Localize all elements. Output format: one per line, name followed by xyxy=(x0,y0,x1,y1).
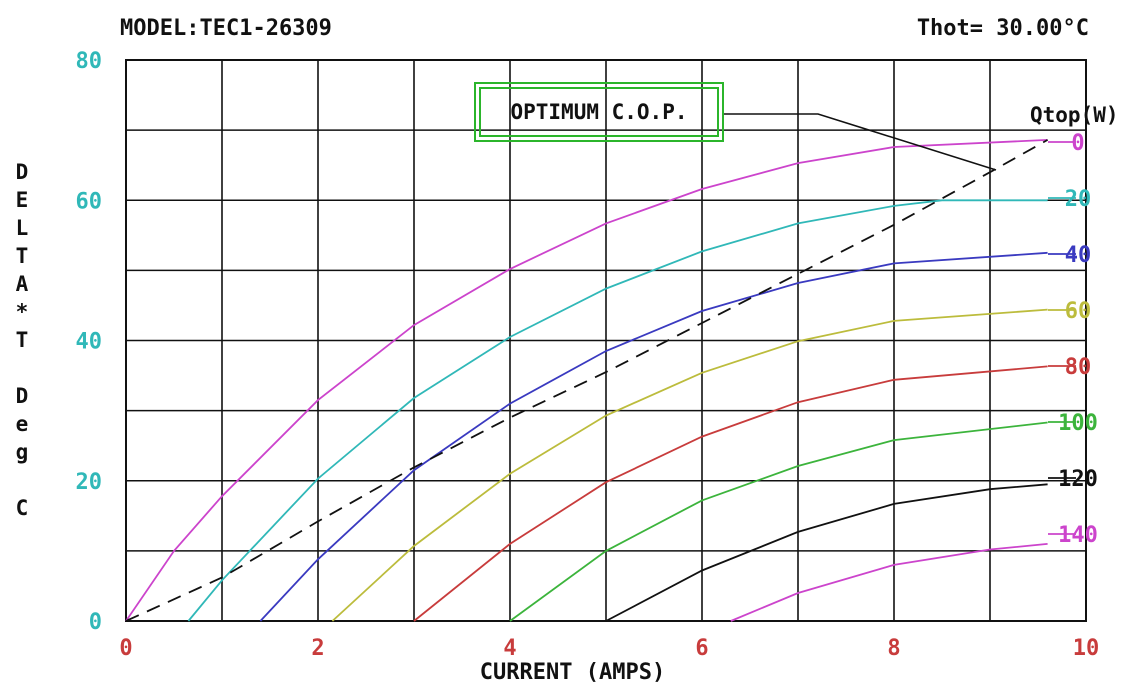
optimum-cop-box: OPTIMUM C.O.P. xyxy=(474,82,724,142)
legend-label-qtop: 60 xyxy=(1065,299,1092,324)
series-line-qtop-0 xyxy=(125,139,1048,622)
y-axis-label-char: A xyxy=(15,272,29,296)
y-tick-label: 0 xyxy=(89,610,102,635)
legend-layer: 0 20 40 60 80 100 120 140 xyxy=(1048,131,1098,548)
y-axis-label-char: L xyxy=(15,216,29,240)
y-axis-label-char: T xyxy=(15,328,29,352)
series-layer xyxy=(125,139,1048,622)
y-tick-label: 80 xyxy=(76,49,103,74)
y-tick-label: 40 xyxy=(76,330,103,355)
y-axis-label-char: C xyxy=(15,496,29,520)
optimum-cop-line xyxy=(125,139,1049,622)
series-line-qtop-60 xyxy=(331,308,1048,622)
legend-title: Qtop(W) xyxy=(1030,103,1119,127)
model-label: MODEL:TEC1-26309 xyxy=(120,16,332,41)
y-axis-label-char: D xyxy=(15,384,29,408)
y-axis-label-char: T xyxy=(15,244,29,268)
x-tick-label: 2 xyxy=(311,636,324,661)
x-tick-label: 6 xyxy=(695,636,708,661)
y-axis-label-char: E xyxy=(15,188,29,212)
y-axis-label-char: * xyxy=(15,300,29,324)
series-line-qtop-120 xyxy=(605,483,1048,622)
x-tick-label: 10 xyxy=(1073,636,1100,661)
series-line-qtop-140 xyxy=(730,543,1048,622)
y-axis-label-char: D xyxy=(15,160,29,184)
legend-label-qtop: 140 xyxy=(1058,523,1098,548)
x-tick-label: 8 xyxy=(887,636,900,661)
y-axis-label-char xyxy=(8,354,36,382)
y-axis-label-char: g xyxy=(15,440,29,464)
thot-label: Thot= 30.00°C xyxy=(916,16,1089,41)
legend-label-qtop: 100 xyxy=(1058,411,1098,436)
legend-label-qtop: 20 xyxy=(1065,187,1092,212)
y-tick-label: 20 xyxy=(76,470,103,495)
y-tick-label: 60 xyxy=(76,189,103,214)
x-tick-label: 0 xyxy=(119,636,132,661)
series-line-qtop-20 xyxy=(187,199,1048,622)
legend-label-qtop: 0 xyxy=(1071,131,1084,156)
optimum-cop-label: OPTIMUM C.O.P. xyxy=(479,87,719,137)
legend-label-qtop: 80 xyxy=(1065,355,1092,380)
y-axis-label-char: e xyxy=(15,412,29,436)
optimum-cop-leader xyxy=(724,113,997,171)
series-line-qtop-80 xyxy=(413,365,1048,622)
legend-label-qtop: 120 xyxy=(1058,467,1098,492)
series-line-qtop-40 xyxy=(259,251,1048,622)
legend-label-qtop: 40 xyxy=(1065,243,1092,268)
y-axis-label-char xyxy=(8,466,36,494)
series-line-qtop-100 xyxy=(509,421,1048,622)
x-tick-label: 4 xyxy=(503,636,516,661)
optimum-cop-layer xyxy=(125,113,1049,622)
x-axis-label: CURRENT (AMPS) xyxy=(479,660,666,685)
chart-grid xyxy=(126,60,1086,621)
